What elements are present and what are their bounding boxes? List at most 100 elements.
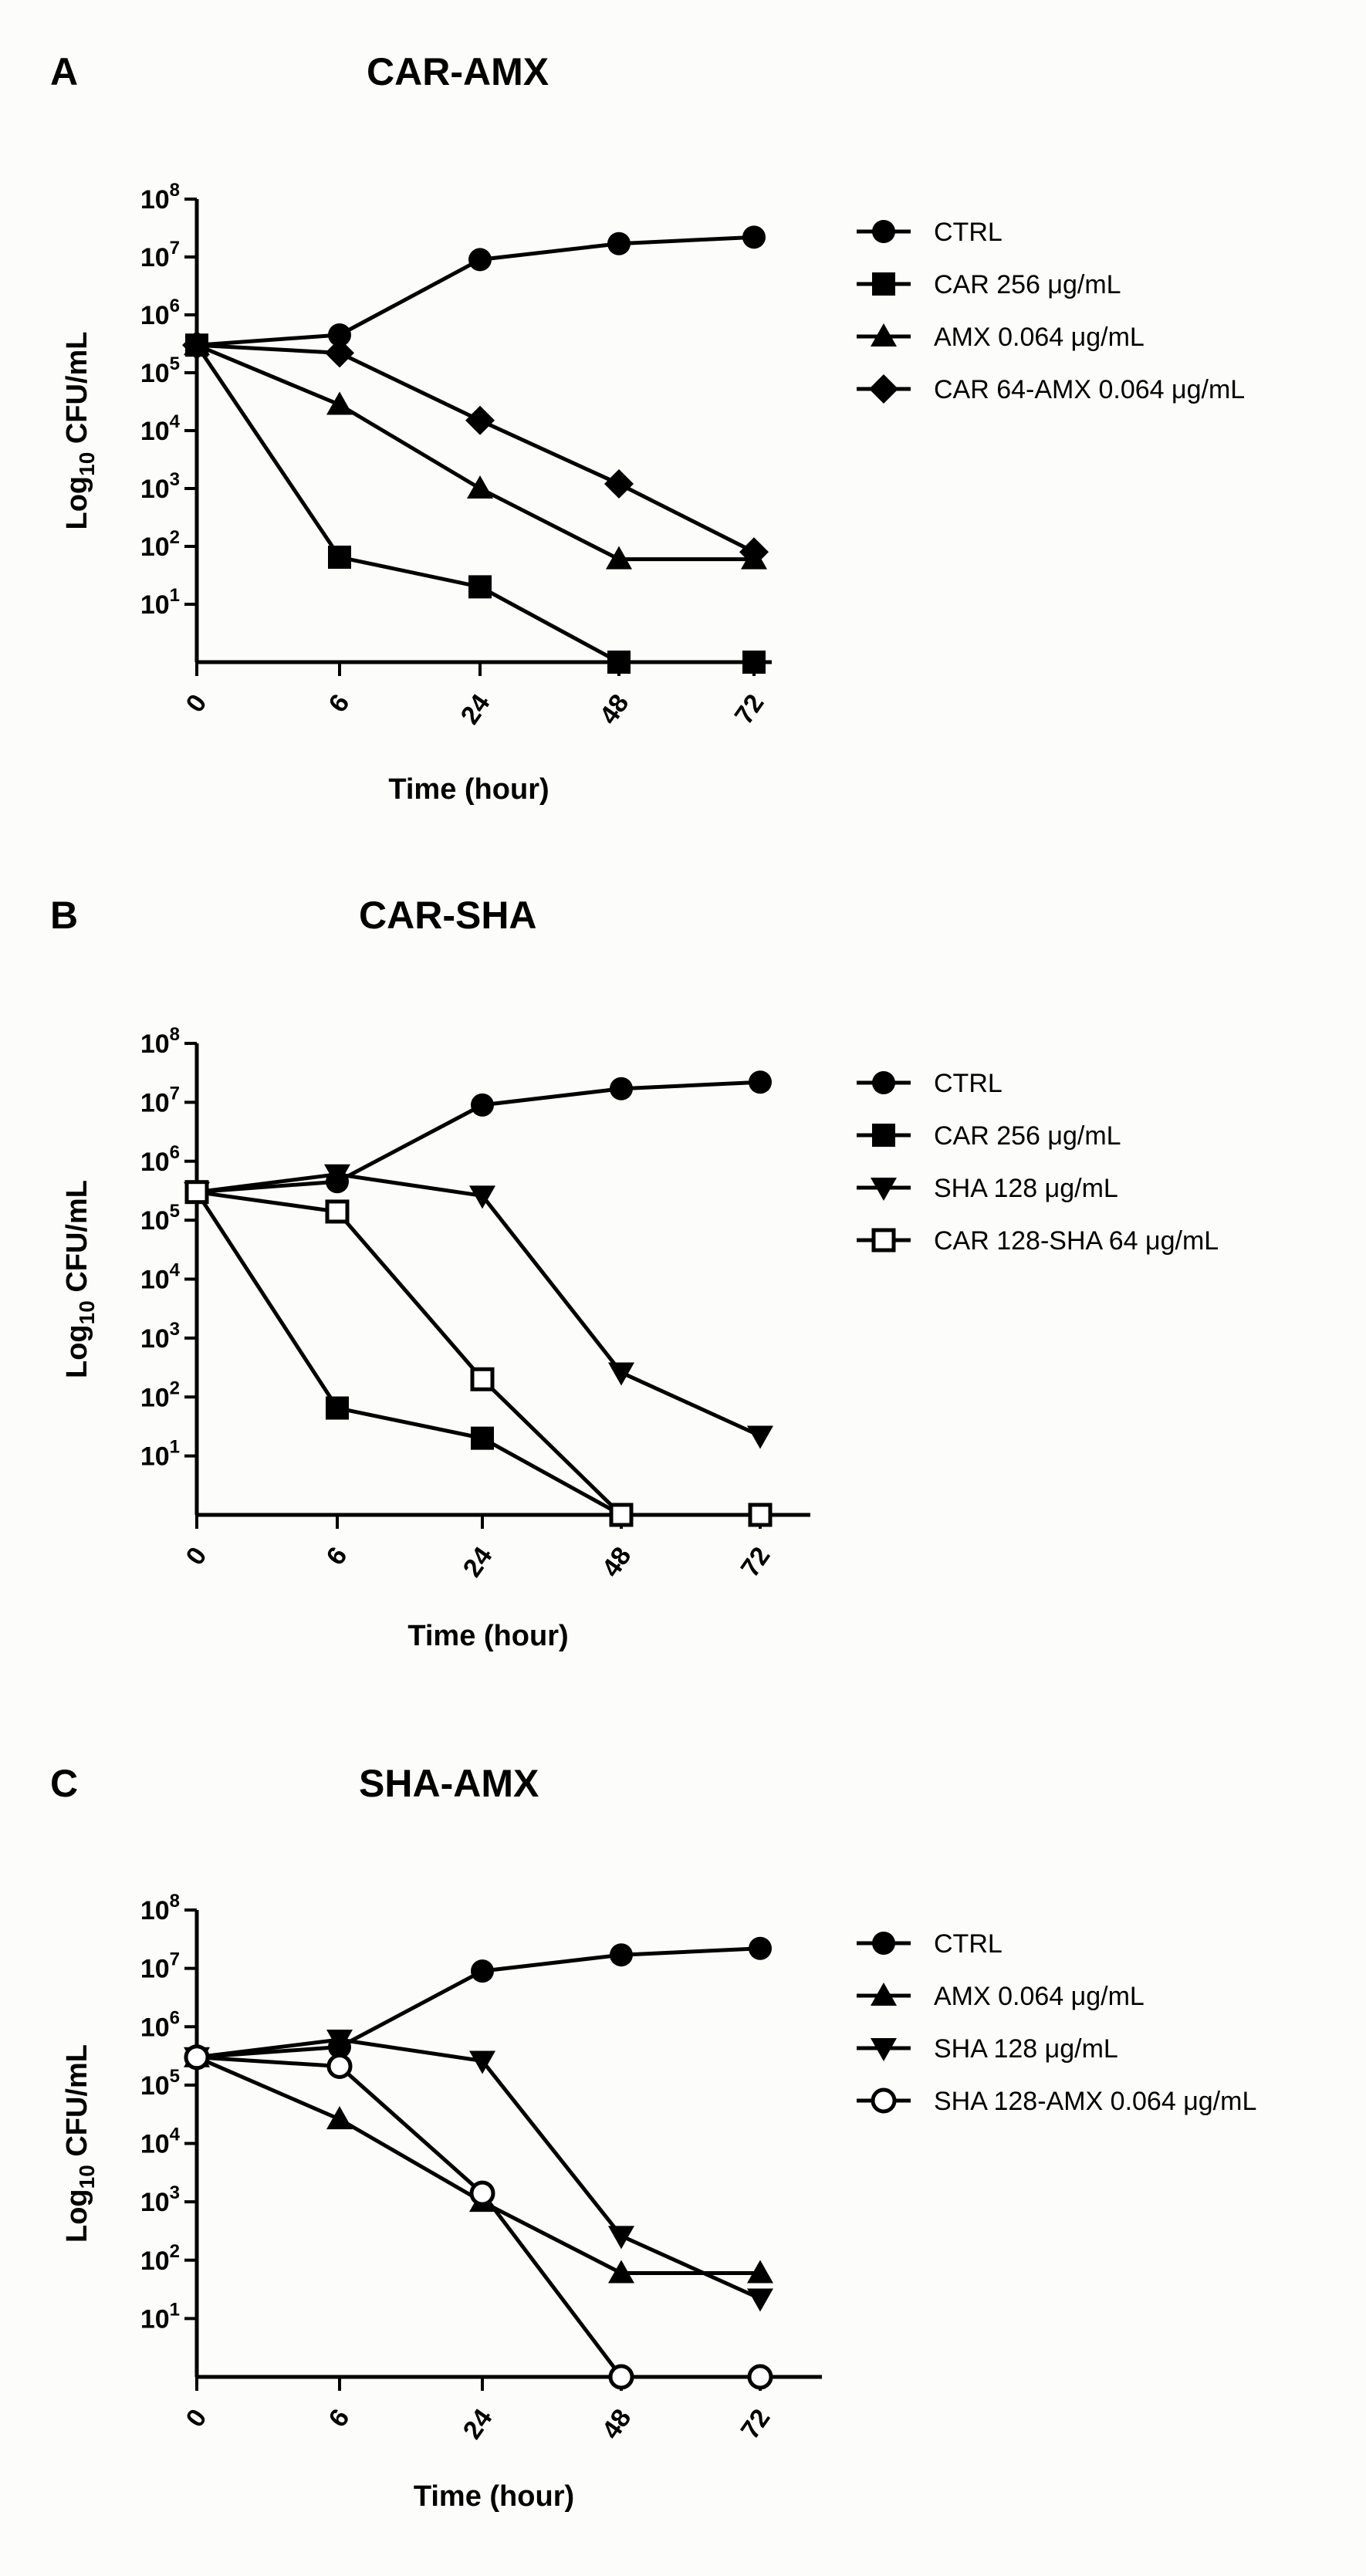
x-tick-label-b-2: 24 [458,1542,499,1583]
legend-marker-c-1 [871,1983,897,2006]
data-point-a-car-64-amx-0-064-ug-ml-48 [604,469,634,499]
chart-title-a: CAR-AMX [367,50,549,93]
series-line-a-car-64-amx-0-064-ug-ml [196,343,756,554]
legend-label-a-2: AMX 0.064 μg/mL [934,323,1145,352]
y-axis-title-a: Log10 CFU/mL [61,331,99,529]
chart-panel-b: B CAR-SHA 101 102 103 104 105 106 107 108 0 6 24 48 72… [50,894,1219,1652]
legend-label-b-2: SHA 128 μg/mL [934,1174,1118,1203]
series-line-b-car-256-ug-ml [194,1191,760,1517]
x-tick-label-c-3: 48 [597,2404,637,2445]
data-point-c-sha-128-amx-0-064-ug-ml-72 [747,2364,773,2390]
legend-item-a-amx-0-064-ug-ml: AMX 0.064 μg/mL [857,323,1145,352]
data-point-b-car-128-sha-64-ug-ml-24 [470,1367,495,1391]
data-point-c-amx-0-064-ug-ml-48 [608,2260,634,2284]
y-tick-label-c-6: 106 [140,2007,180,2042]
y-tick-label-b-6: 106 [140,1142,180,1177]
x-tick-label-b-0: 0 [181,1542,213,1570]
panel-letter-b: B [50,894,78,937]
data-point-c-sha-128-ug-ml-48 [608,2226,634,2250]
data-point-b-car-128-sha-64-ug-ml-6 [325,1199,350,1224]
legend-item-a-ctrl: CTRL [857,218,1003,247]
x-tick-label-a-2: 24 [455,689,496,730]
y-tick-label-b-5: 105 [140,1201,180,1236]
panel-letter-c: C [50,1762,78,1805]
data-point-a-amx-0-064-ug-ml-6 [326,391,353,415]
x-tick-label-b-3: 48 [597,1542,637,1583]
chart-title-c: SHA-AMX [359,1762,539,1805]
data-point-a-car-256-ug-ml-6 [328,546,351,570]
legend-marker-b-3 [871,1228,896,1253]
legend-item-b-car-128-sha-64-ug-ml: CAR 128-SHA 64 μg/mL [857,1226,1219,1256]
legend-label-b-1: CAR 256 μg/mL [934,1121,1121,1151]
series-a-amx-0-064-ug-ml [184,332,767,570]
data-point-a-ctrl-72 [742,225,766,249]
series-line-b-car-128-sha-64-ug-ml [196,1190,760,1517]
legend-label-c-2: SHA 128 μg/mL [934,2034,1118,2064]
series-line-b-sha-128-ug-ml [196,1172,762,1438]
legend-label-a-1: CAR 256 μg/mL [934,270,1121,299]
data-point-c-sha-128-amx-0-064-ug-ml-6 [326,2054,353,2080]
data-point-b-sha-128-ug-ml-48 [608,1362,634,1386]
data-point-c-sha-128-ug-ml-6 [326,2030,353,2054]
legend-item-b-sha-128-ug-ml: SHA 128 μg/mL [857,1174,1118,1203]
legend-marker-a-1 [872,272,895,296]
series-a-ctrl [185,225,766,357]
legend-label-c-0: CTRL [934,1929,1003,1959]
y-tick-label-b-4: 104 [140,1260,181,1295]
data-point-b-sha-128-ug-ml-24 [469,1185,495,1209]
x-tick-label-c-0: 0 [181,2404,213,2432]
x-axis-title-b: Time (hour) [407,1620,568,1652]
x-tick-label-a-1: 6 [323,689,356,718]
data-point-a-car-64-amx-0-064-ug-ml-24 [465,405,495,435]
legend-marker-c-2 [871,2038,897,2061]
data-point-b-car-256-ug-ml-6 [326,1396,349,1420]
legend-marker-b-2 [871,1178,897,1201]
series-b-car-128-sha-64-ug-ml [184,1180,773,1527]
series-b-car-256-ug-ml [185,1180,772,1526]
series-c-sha-128-amx-0-064-ug-ml [184,2044,773,2390]
chart-panel-c: C SHA-AMX 101 102 103 104 105 106 107 108 0 6 24 48 72… [50,1762,1256,2513]
chart-panel-a: A CAR-AMX 101 102 103 104 105 106 107 108 0 6 24 48 72… [50,50,1245,806]
data-point-a-ctrl-24 [468,248,492,272]
legend-item-c-sha-128-amx-0-064-ug-ml: SHA 128-AMX 0.064 μg/mL [857,2087,1256,2116]
y-tick-label-a-5: 105 [140,353,180,388]
legend-label-a-3: CAR 64-AMX 0.064 μg/mL [934,375,1245,404]
legend-marker-b-0 [872,1071,895,1094]
chart-title-b: CAR-SHA [359,894,537,937]
series-line-c-sha-128-amx-0-064-ug-ml [196,2055,760,2379]
data-point-b-car-128-sha-64-ug-ml-72 [748,1503,773,1527]
data-point-a-car-64-amx-0-064-ug-ml-6 [325,338,354,368]
y-axis-title-b: Log10 CFU/mL [61,1180,99,1378]
data-point-a-car-256-ug-ml-48 [607,651,631,674]
panel-letter-a: A [50,50,78,93]
y-tick-label-b-7: 107 [140,1083,180,1117]
legend-item-b-car-256-ug-ml: CAR 256 μg/mL [857,1121,1121,1151]
legend-item-b-ctrl: CTRL [857,1069,1003,1098]
x-tick-label-c-1: 6 [323,2404,356,2432]
y-tick-label-b-1: 101 [140,1437,180,1472]
data-point-c-ctrl-72 [749,1936,772,1960]
x-axis-title-c: Time (hour) [414,2480,574,2513]
y-axis-title-c: Log10 CFU/mL [61,2044,99,2243]
data-point-b-sha-128-ug-ml-6 [324,1164,350,1188]
legend-label-c-3: SHA 128-AMX 0.064 μg/mL [934,2087,1256,2116]
legend-label-b-0: CTRL [934,1069,1003,1098]
x-tick-label-c-2: 24 [458,2404,499,2445]
y-tick-label-c-7: 107 [140,1949,180,1984]
x-tick-label-b-1: 6 [321,1542,353,1570]
data-point-c-amx-0-064-ug-ml-72 [747,2260,773,2284]
data-point-a-amx-0-064-ug-ml-48 [606,546,632,570]
y-tick-label-c-5: 105 [140,2066,180,2101]
panel-a-background [0,0,1366,837]
y-tick-label-c-4: 104 [140,2125,181,2159]
data-point-c-ctrl-48 [610,1943,633,1967]
series-c-amx-0-064-ug-ml [184,2044,773,2284]
x-tick-label-a-4: 72 [729,689,770,730]
x-tick-label-a-0: 0 [181,689,213,718]
legend-item-c-amx-0-064-ug-ml: AMX 0.064 μg/mL [857,1982,1145,2011]
legend-label-a-0: CTRL [934,218,1003,247]
y-tick-label-a-8: 108 [140,180,180,215]
legend-marker-a-2 [871,323,897,347]
data-point-b-car-256-ug-ml-24 [471,1426,494,1450]
series-line-a-amx-0-064-ug-ml [196,343,754,562]
